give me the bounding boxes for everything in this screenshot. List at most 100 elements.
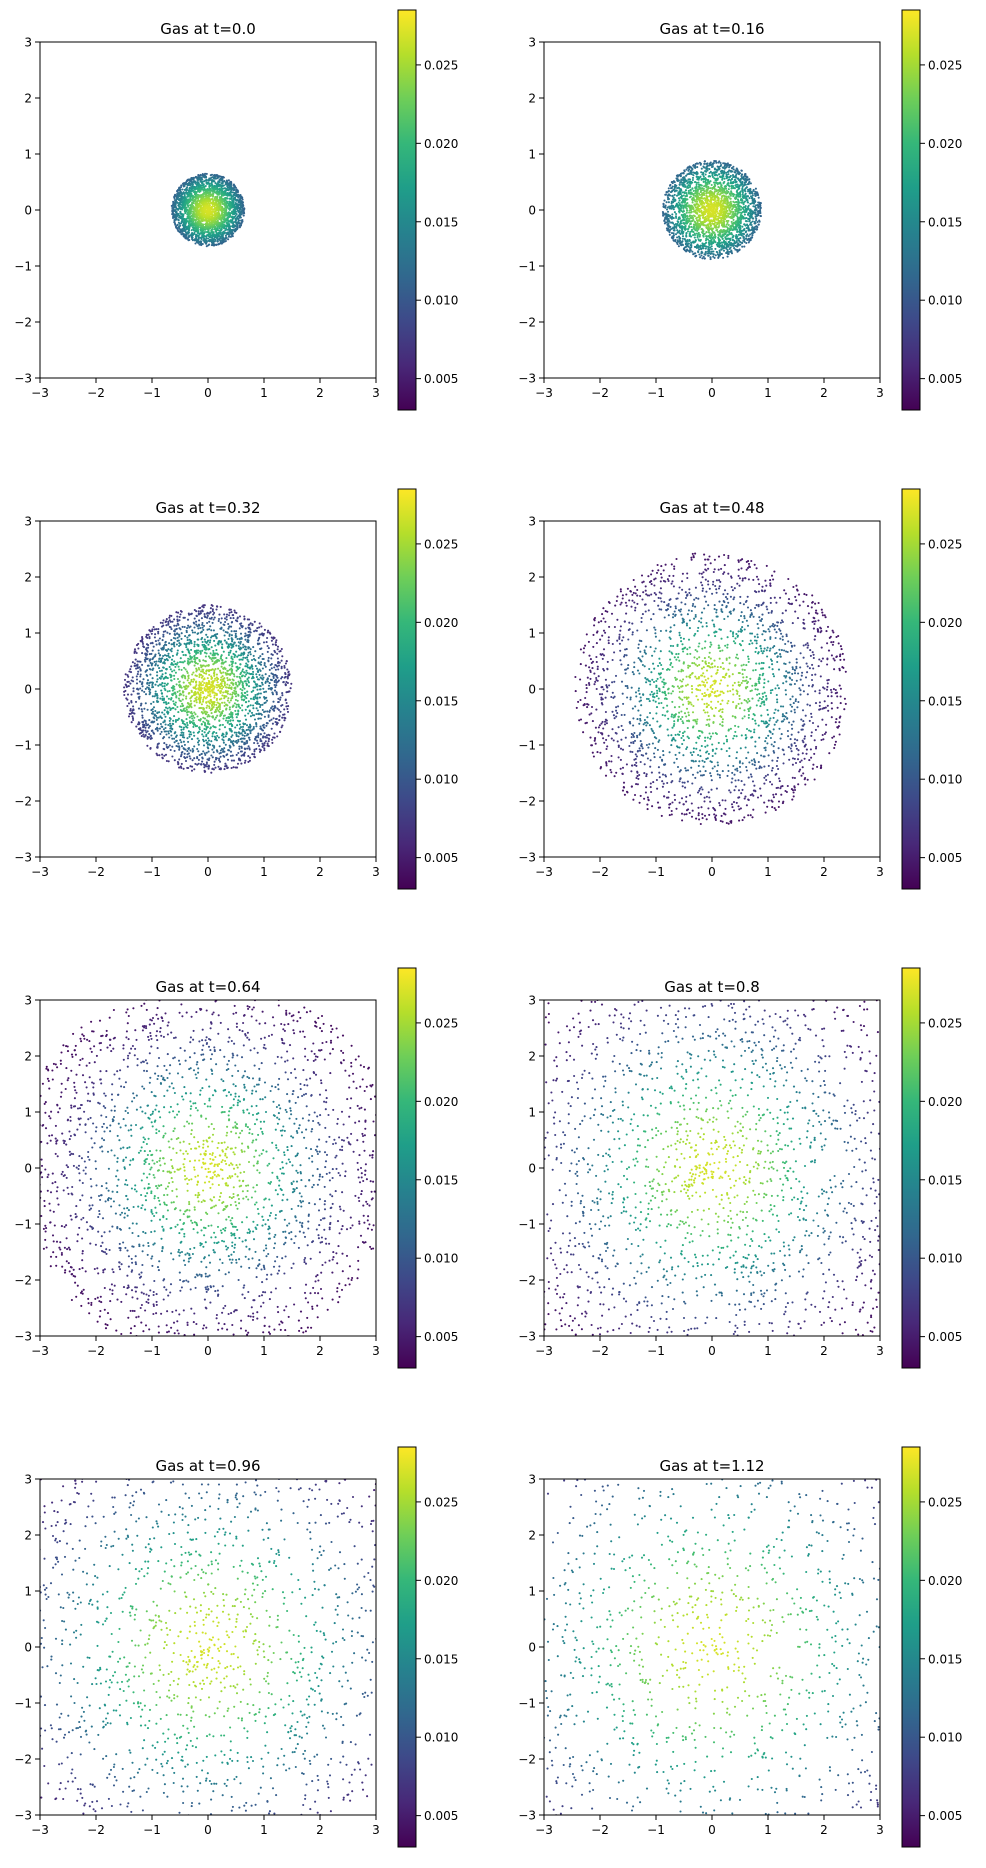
gas-particle	[231, 191, 234, 194]
gas-particle	[690, 225, 693, 228]
gas-particle	[685, 174, 688, 177]
gas-particle	[749, 195, 753, 198]
gas-particle	[734, 205, 737, 209]
gas-particle	[717, 236, 720, 239]
gas-particle	[696, 162, 699, 165]
gas-particle	[754, 215, 757, 218]
gas-particle	[688, 214, 692, 217]
gas-particle	[179, 224, 182, 227]
gas-particle	[719, 228, 723, 232]
gas-particle	[744, 193, 747, 197]
gas-particle	[743, 174, 746, 177]
gas-particle	[749, 222, 752, 225]
gas-particle	[745, 234, 748, 237]
gas-particle	[208, 179, 211, 182]
gas-particle	[737, 201, 740, 204]
gas-particle	[689, 222, 692, 225]
gas-particles	[170, 172, 246, 248]
gas-particle	[743, 245, 746, 248]
gas-particle	[180, 217, 184, 220]
gas-particle	[217, 231, 220, 234]
gas-particle	[714, 254, 717, 257]
gas-particle	[731, 210, 734, 214]
gas-particle	[673, 228, 676, 232]
gas-particle	[705, 170, 708, 173]
gas-particle	[741, 191, 744, 194]
gas-particle	[708, 164, 711, 167]
gas-particle	[716, 183, 719, 186]
gas-particle	[227, 235, 230, 238]
gas-particle	[680, 197, 683, 200]
gas-particle	[683, 183, 686, 186]
gas-particle	[688, 172, 691, 175]
gas-particle	[706, 169, 709, 172]
gas-particle	[671, 198, 675, 201]
gas-particle	[738, 228, 741, 231]
gas-particle	[208, 189, 211, 192]
gas-particle	[741, 225, 744, 228]
gas-particle	[223, 200, 226, 203]
gas-particle	[196, 193, 199, 196]
gas-particle	[713, 174, 716, 177]
gas-particle	[695, 232, 698, 235]
gas-particle	[197, 178, 200, 181]
gas-particle	[700, 254, 703, 257]
gas-particle	[173, 197, 176, 200]
gas-particle	[741, 193, 744, 196]
gas-particle	[700, 247, 703, 250]
gas-particle	[711, 187, 714, 190]
gas-particle	[676, 222, 679, 225]
gas-particle	[727, 179, 730, 182]
gas-particle	[725, 208, 728, 211]
gas-particle	[726, 221, 729, 224]
gas-particle	[664, 206, 667, 209]
gas-particle	[195, 234, 198, 237]
gas-particle	[204, 176, 207, 179]
gas-particle	[198, 190, 201, 194]
gas-particle	[685, 180, 688, 183]
gas-particle	[194, 242, 197, 245]
gas-particle	[698, 253, 701, 256]
y-tick-label: 1	[24, 148, 32, 162]
gas-particle	[702, 180, 705, 183]
gas-particle	[677, 221, 680, 224]
gas-particle	[198, 232, 201, 235]
gas-particle	[704, 180, 707, 183]
gas-particle	[758, 219, 761, 222]
gas-particle	[744, 208, 747, 211]
gas-particle	[690, 241, 693, 244]
gas-particle	[705, 231, 708, 234]
gas-particle	[755, 217, 758, 220]
gas-particle	[735, 203, 739, 206]
gas-particle	[202, 223, 205, 226]
gas-particle	[727, 173, 730, 176]
gas-particle	[225, 236, 228, 239]
gas-particle	[674, 199, 677, 202]
gas-particle	[720, 248, 723, 251]
gas-particle	[194, 193, 197, 196]
gas-particle	[186, 179, 189, 183]
gas-particle	[685, 195, 688, 198]
gas-particle	[712, 236, 715, 239]
gas-particle	[722, 162, 725, 165]
gas-particle	[713, 239, 716, 242]
gas-particle	[713, 177, 716, 180]
gas-particle	[736, 212, 739, 216]
gas-particle	[692, 216, 695, 220]
gas-particle	[184, 183, 187, 186]
gas-particle	[184, 204, 187, 207]
subplot-2: Gas at t=0.16−3 −2 −1 0 1 2 3−3−2−101230.0050.…	[518, 9, 962, 411]
gas-particle	[698, 248, 701, 251]
gas-particle	[711, 230, 714, 233]
gas-particle	[180, 184, 183, 187]
gas-particle	[663, 218, 666, 221]
gas-particle	[682, 207, 685, 210]
gas-particle	[737, 207, 740, 210]
x-tick-label: −2	[87, 386, 105, 400]
gas-particle	[730, 170, 733, 173]
gas-particle	[708, 195, 711, 198]
gas-particle	[752, 189, 755, 192]
gas-particle	[737, 173, 741, 176]
gas-particle	[723, 239, 726, 242]
gas-particle	[712, 255, 715, 258]
